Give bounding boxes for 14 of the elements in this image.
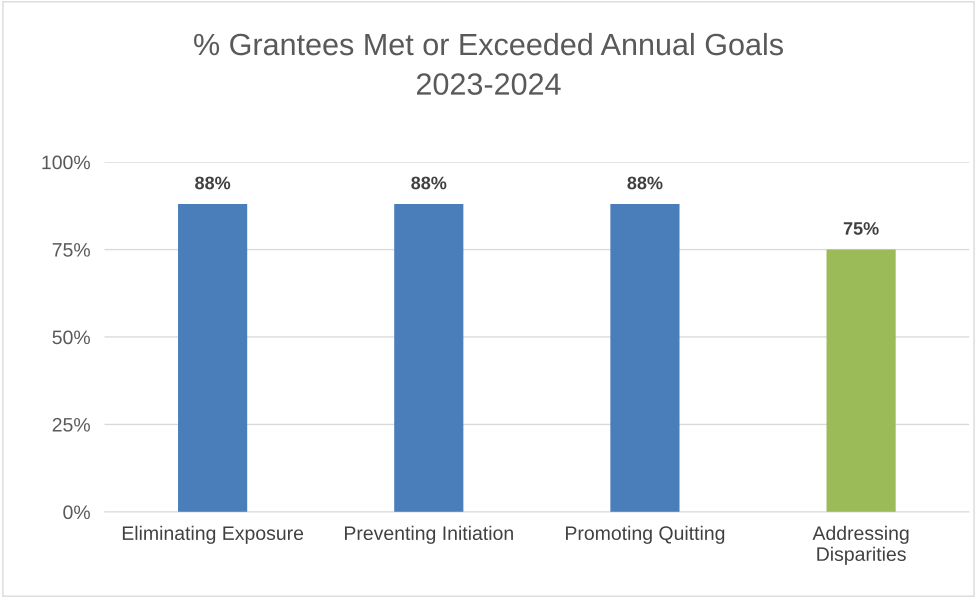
x-tick-label: Eliminating Exposure (122, 526, 304, 544)
y-tick-label: 25% (52, 418, 90, 432)
data-label: 88% (411, 176, 446, 190)
y-tick-label: 75% (52, 243, 90, 257)
x-tick-label: Addressing Disparities (812, 526, 908, 565)
chart-title: % Grantees Met or Exceeded Annual Goals 2023-2024 (194, 32, 783, 95)
x-tick-label: Promoting Quitting (566, 526, 724, 544)
y-tick-label: 0% (63, 505, 90, 520)
data-label: 75% (844, 222, 879, 235)
data-label: 88% (627, 176, 663, 190)
y-tick-label: 100% (42, 156, 90, 170)
x-tick-label: Preventing Initiation (344, 526, 513, 544)
data-label: 88% (195, 176, 230, 190)
y-tick-label: 50% (52, 330, 90, 344)
